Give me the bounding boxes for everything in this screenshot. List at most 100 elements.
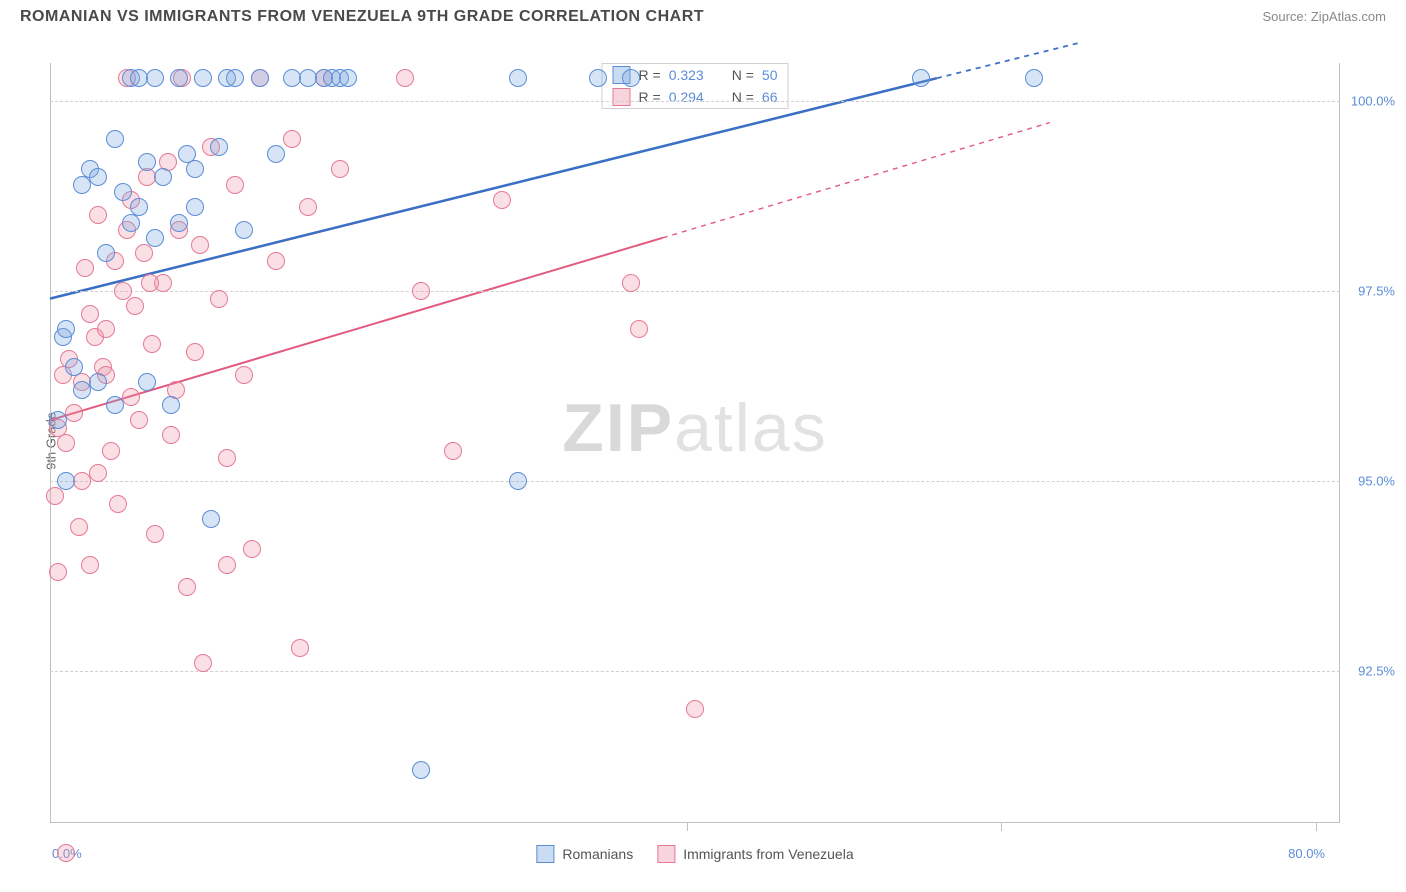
scatter-point — [162, 396, 180, 414]
scatter-point — [146, 525, 164, 543]
legend-swatch-pink — [613, 88, 631, 106]
scatter-point — [135, 244, 153, 262]
scatter-point — [138, 373, 156, 391]
scatter-point — [186, 198, 204, 216]
chart-container: 9th Grade ZIPatlas R = 0.323 N = 50 R = … — [50, 50, 1386, 832]
scatter-point — [65, 404, 83, 422]
scatter-point — [235, 221, 253, 239]
scatter-point — [412, 282, 430, 300]
legend-r-label: R = — [639, 67, 661, 83]
legend-item-blue: Romanians — [536, 845, 633, 863]
gridline — [50, 101, 1340, 102]
scatter-point — [97, 320, 115, 338]
legend-pink-r: 0.294 — [669, 89, 704, 105]
scatter-point — [109, 495, 127, 513]
scatter-point — [57, 844, 75, 862]
scatter-point — [141, 274, 159, 292]
legend-row-pink: R = 0.294 N = 66 — [603, 86, 788, 108]
scatter-point — [122, 388, 140, 406]
scatter-point — [396, 69, 414, 87]
scatter-point — [191, 236, 209, 254]
scatter-point — [299, 198, 317, 216]
scatter-point — [46, 487, 64, 505]
chart-title: ROMANIAN VS IMMIGRANTS FROM VENEZUELA 9T… — [20, 8, 704, 26]
source-prefix: Source: — [1262, 9, 1310, 24]
x-tick — [1001, 823, 1002, 831]
legend-n-label: N = — [732, 67, 754, 83]
legend-swatch-blue-b — [536, 845, 554, 863]
scatter-point — [267, 252, 285, 270]
scatter-point — [1025, 69, 1043, 87]
scatter-point — [57, 472, 75, 490]
scatter-point — [114, 183, 132, 201]
scatter-point — [412, 761, 430, 779]
scatter-point — [122, 214, 140, 232]
scatter-point — [178, 578, 196, 596]
scatter-point — [194, 654, 212, 672]
scatter-point — [70, 518, 88, 536]
scatter-point — [130, 411, 148, 429]
scatter-point — [331, 160, 349, 178]
scatter-point — [686, 700, 704, 718]
y-tick-label: 97.5% — [1358, 284, 1395, 299]
source-name: ZipAtlas.com — [1311, 9, 1386, 24]
scatter-point — [630, 320, 648, 338]
scatter-point — [57, 320, 75, 338]
scatter-point — [76, 259, 94, 277]
gridline — [50, 671, 1340, 672]
scatter-point — [283, 130, 301, 148]
scatter-point — [622, 69, 640, 87]
y-tick-label: 100.0% — [1351, 94, 1395, 109]
plot-area: ZIPatlas R = 0.323 N = 50 R = 0.294 N = … — [50, 63, 1340, 823]
scatter-point — [114, 282, 132, 300]
legend-blue-n: 50 — [762, 67, 778, 83]
scatter-point — [267, 145, 285, 163]
scatter-point — [89, 373, 107, 391]
scatter-point — [251, 69, 269, 87]
scatter-point — [170, 214, 188, 232]
scatter-point — [339, 69, 357, 87]
scatter-point — [162, 426, 180, 444]
scatter-point — [509, 472, 527, 490]
scatter-point — [243, 540, 261, 558]
scatter-point — [210, 138, 228, 156]
scatter-point — [589, 69, 607, 87]
y-tick-label: 92.5% — [1358, 664, 1395, 679]
scatter-point — [509, 69, 527, 87]
legend-r-label2: R = — [639, 89, 661, 105]
bottom-legend: Romanians Immigrants from Venezuela — [536, 845, 853, 863]
scatter-point — [97, 244, 115, 262]
scatter-point — [89, 168, 107, 186]
scatter-point — [493, 191, 511, 209]
scatter-point — [126, 297, 144, 315]
scatter-point — [146, 229, 164, 247]
scatter-point — [226, 176, 244, 194]
scatter-point — [106, 130, 124, 148]
scatter-point — [202, 510, 220, 528]
scatter-point — [81, 556, 99, 574]
scatter-point — [154, 168, 172, 186]
scatter-point — [89, 464, 107, 482]
scatter-point — [146, 69, 164, 87]
scatter-point — [194, 69, 212, 87]
scatter-point — [291, 639, 309, 657]
scatter-point — [102, 442, 120, 460]
scatter-point — [138, 153, 156, 171]
scatter-point — [65, 358, 83, 376]
scatter-point — [218, 449, 236, 467]
legend-label-blue: Romanians — [562, 846, 633, 862]
legend-swatch-pink-b — [657, 845, 675, 863]
x-tick — [1316, 823, 1317, 831]
scatter-point — [444, 442, 462, 460]
scatter-point — [49, 563, 67, 581]
scatter-point — [57, 434, 75, 452]
legend-item-pink: Immigrants from Venezuela — [657, 845, 853, 863]
scatter-point — [81, 305, 99, 323]
scatter-point — [226, 69, 244, 87]
gridline — [50, 481, 1340, 482]
scatter-point — [235, 366, 253, 384]
scatter-point — [143, 335, 161, 353]
scatter-point — [622, 274, 640, 292]
scatter-point — [106, 396, 124, 414]
scatter-point — [170, 69, 188, 87]
